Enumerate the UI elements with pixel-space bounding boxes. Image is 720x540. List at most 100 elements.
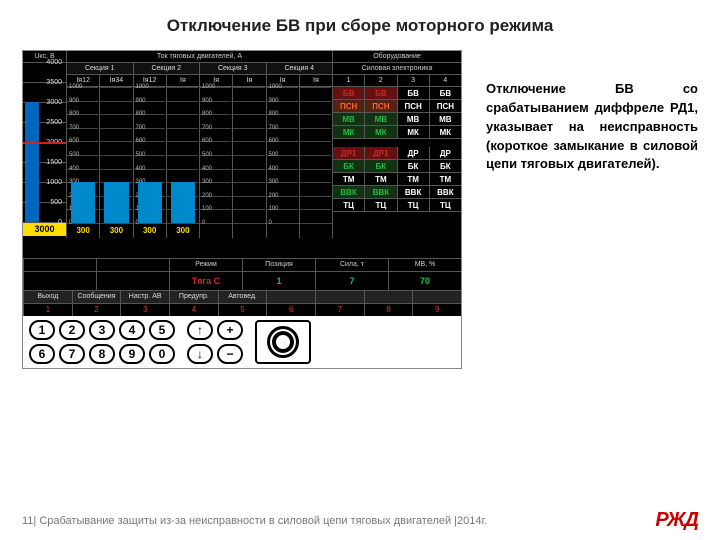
arrow-button[interactable]: ↓ [187, 344, 213, 364]
simulator-panel: Uкс, В 40003500300025002000150010005000 … [22, 50, 462, 369]
main-area: Uкс, В 40003500300025002000150010005000 … [0, 50, 720, 369]
section-sub-label: Iя [232, 75, 265, 87]
keypad-strip: 12345 67890 ↑+↓− [23, 316, 461, 368]
equip-status-cell: ПСН [333, 100, 364, 113]
menu-number[interactable]: 8 [364, 304, 413, 316]
current-readout: 300 [99, 224, 132, 238]
menu-item[interactable]: Сообщения [72, 291, 121, 304]
menu-number[interactable]: 9 [412, 304, 461, 316]
equip-col-header: 1 [333, 75, 364, 87]
equip-status-cell: ДР [397, 147, 429, 160]
arrow-button[interactable]: + [217, 320, 243, 340]
equip-status-cell: БК [333, 160, 364, 173]
keypad-button[interactable]: 6 [29, 344, 55, 364]
page-footer: 11| Срабатывание защиты из-за неисправно… [0, 509, 720, 532]
section-sub-label: Iя [166, 75, 199, 87]
menu-item[interactable] [364, 291, 413, 304]
equipment-panel: Оборудование Силовая электроника 1234 БВ… [333, 51, 461, 238]
equip-status-cell: ТМ [333, 173, 364, 186]
equip-status-cell: ТЦ [364, 199, 396, 212]
equip-status-cell: МВ [333, 113, 364, 126]
section-header: Секция 1 [67, 63, 133, 75]
keypad-button[interactable]: 3 [89, 320, 115, 340]
menu-number[interactable]: 6 [266, 304, 315, 316]
keypad-button[interactable]: 8 [89, 344, 115, 364]
current-meter: 10009008007006005004003002001000 [67, 87, 99, 223]
equip-status-cell: БВ [364, 87, 396, 100]
current-meter [166, 87, 199, 223]
status-header: Позиция [242, 259, 315, 272]
equip-status-cell: ТМ [397, 173, 429, 186]
current-readout [266, 224, 299, 238]
status-header: Сила, т [315, 259, 388, 272]
equip-status-cell: МВ [429, 113, 461, 126]
current-meter: 10009008007006005004003002001000 [200, 87, 232, 223]
current-readout: 300 [133, 224, 166, 238]
keypad-button[interactable]: 1 [29, 320, 55, 340]
equip-status-cell: ТЦ [429, 199, 461, 212]
status-bar: РежимПозицияСила, тМВ, % Тяга С1770 [23, 258, 461, 290]
menu-item[interactable]: Настр. АВ [120, 291, 169, 304]
menu-item[interactable]: Автовед. [218, 291, 267, 304]
page-title: Отключение БВ при сборе моторного режима [0, 0, 720, 50]
section-header: Секция 3 [200, 63, 266, 75]
status-header [23, 259, 96, 272]
menu-bar: ВыходСообщенияНастр. АВПредупр.Автовед. [23, 290, 461, 304]
current-meter [232, 87, 265, 223]
keypad-button[interactable]: 9 [119, 344, 145, 364]
status-value [23, 272, 96, 290]
equip-status-cell: ВВК [364, 186, 396, 199]
status-header: Режим [169, 259, 242, 272]
section-sub-label: Iя34 [99, 75, 132, 87]
menu-number[interactable]: 1 [23, 304, 72, 316]
equip-status-cell: БВ [333, 87, 364, 100]
currents-panel: Ток тяговых двигателей, А Секция 1Секция… [67, 51, 333, 238]
equip-status-cell: МК [397, 126, 429, 139]
currents-title: Ток тяговых двигателей, А [67, 51, 332, 63]
current-readout: 300 [166, 224, 199, 238]
rotary-dial[interactable] [255, 320, 311, 364]
current-meter [99, 87, 132, 223]
menu-item[interactable]: Предупр. [169, 291, 218, 304]
arrow-button[interactable]: ↑ [187, 320, 213, 340]
menu-item[interactable] [315, 291, 364, 304]
equip-status-cell: МВ [364, 113, 396, 126]
menu-number[interactable]: 4 [169, 304, 218, 316]
status-value: 1 [242, 272, 315, 290]
keypad-button[interactable]: 7 [59, 344, 85, 364]
current-meter: 10009008007006005004003002001000 [134, 87, 166, 223]
equip-status-cell: ТЦ [397, 199, 429, 212]
equip-status-cell: ДР [429, 147, 461, 160]
menu-item[interactable] [266, 291, 315, 304]
status-value [96, 272, 169, 290]
equip-status-cell: ПСН [429, 100, 461, 113]
arrow-button[interactable]: − [217, 344, 243, 364]
menu-item[interactable]: Выход [23, 291, 72, 304]
current-meter [299, 87, 332, 223]
keypad-button[interactable]: 5 [149, 320, 175, 340]
status-value: Тяга С [169, 272, 242, 290]
equip-status-cell: БК [364, 160, 396, 173]
status-header: МВ, % [388, 259, 461, 272]
footer-logo: РЖД [655, 509, 698, 532]
section-header: Секция 2 [134, 63, 200, 75]
equip-status-cell: ВВК [333, 186, 364, 199]
equip-status-cell: МК [333, 126, 364, 139]
status-header [96, 259, 169, 272]
equip-subtitle: Силовая электроника [333, 63, 461, 75]
equip-status-cell: ТМ [429, 173, 461, 186]
equip-status-cell: БВ [397, 87, 429, 100]
menu-number[interactable]: 7 [315, 304, 364, 316]
menu-number[interactable]: 5 [218, 304, 267, 316]
section-header: Секция 4 [267, 63, 333, 75]
equip-status-cell: МК [429, 126, 461, 139]
equip-col-header: 3 [397, 75, 429, 87]
keypad-button[interactable]: 2 [59, 320, 85, 340]
menu-number[interactable]: 3 [120, 304, 169, 316]
menu-number[interactable]: 2 [72, 304, 121, 316]
menu-item[interactable] [412, 291, 461, 304]
equip-status-cell: ТМ [364, 173, 396, 186]
keypad-button[interactable]: 4 [119, 320, 145, 340]
current-readout [232, 224, 265, 238]
keypad-button[interactable]: 0 [149, 344, 175, 364]
